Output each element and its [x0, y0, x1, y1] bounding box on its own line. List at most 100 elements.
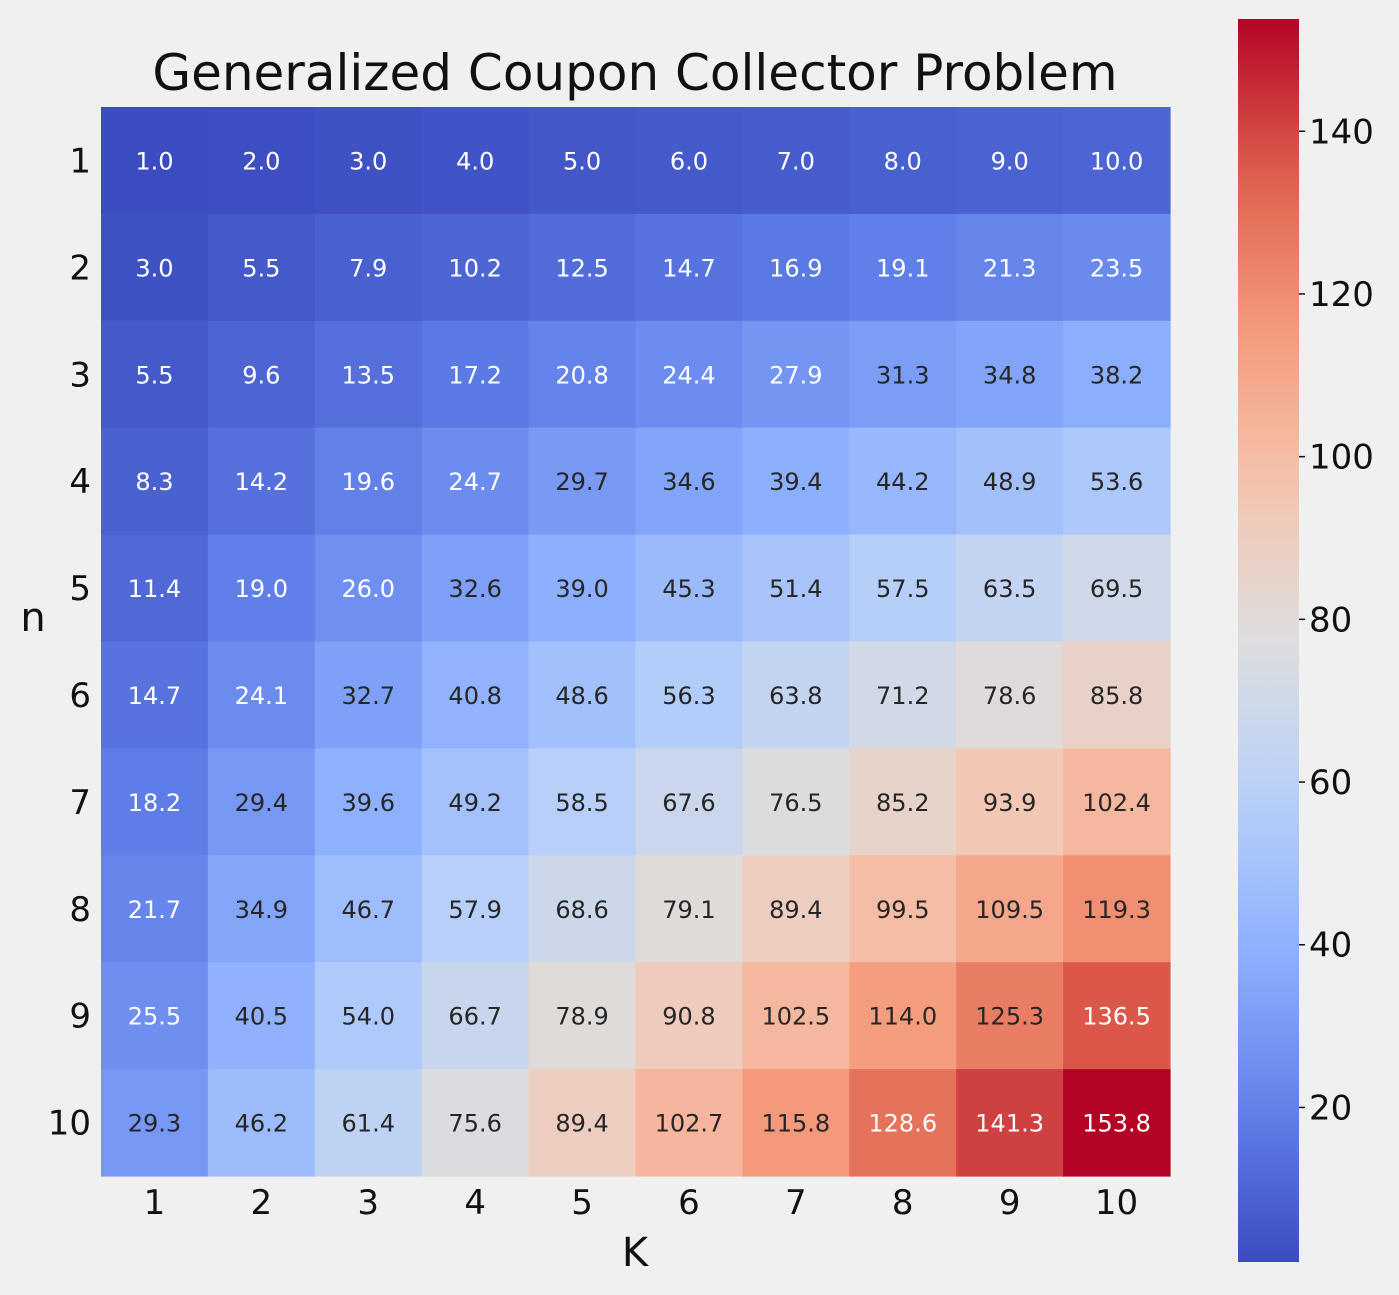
heatmap-cell-n5-k5	[528, 534, 637, 643]
cell-value-label: 115.8	[761, 1110, 830, 1138]
cell-value-label: 89.4	[769, 896, 822, 924]
heatmap-cell-n9-k7	[742, 962, 850, 1070]
heatmap-cell-n7-k10	[1063, 748, 1171, 856]
cell-value-label: 78.9	[555, 1003, 608, 1031]
heatmap-cell-n4-k10	[1063, 427, 1171, 536]
cell-value-label: 21.7	[128, 896, 181, 924]
heatmap-cell-n6-k7	[742, 641, 850, 749]
x-tick-label: 5	[571, 1183, 593, 1223]
heatmap-cell-n10-k3	[314, 1069, 423, 1177]
colorbar-tick-label: 140	[1309, 112, 1374, 152]
cell-value-label: 34.9	[235, 896, 288, 924]
heatmap-cell-n9-k10	[1063, 962, 1171, 1070]
heatmap-cell-n9-k8	[849, 962, 957, 1070]
heatmap-cells: 1.0 2.0 3.0 4.0 5.0 6.0 7.0 8.0 9.0 10.0 3.0 5.5 7.9…	[101, 107, 1171, 1177]
heatmap-cell-n8-k5	[528, 855, 637, 963]
cell-value-label: 46.7	[342, 896, 395, 924]
heatmap-cell-n4-k5	[528, 427, 637, 536]
heatmap-cell-n3-k8	[849, 320, 957, 429]
heatmap-cell-n8-k2	[207, 855, 316, 963]
heatmap-cell-n4-k9	[956, 427, 1064, 536]
cell-value-label: 25.5	[128, 1003, 181, 1031]
colorbar-tick-label: 80	[1309, 600, 1352, 640]
x-tick-label: 1	[144, 1183, 166, 1223]
chart-title: Generalized Coupon Collector Problem	[152, 44, 1117, 102]
cell-value-label: 9.6	[242, 361, 280, 389]
cell-value-label: 49.2	[448, 789, 501, 817]
heatmap-cell-n5-k8	[849, 534, 957, 643]
heatmap-cell-n1-k3	[314, 107, 423, 215]
heatmap-cell-n6-k9	[956, 641, 1064, 749]
heatmap-cell-n8-k1	[101, 855, 209, 963]
cell-value-label: 5.0	[563, 147, 601, 175]
y-tick-label: 1	[69, 141, 91, 181]
cell-value-label: 39.4	[769, 468, 822, 496]
heatmap-cell-n8-k4	[421, 855, 530, 963]
cell-value-label: 1.0	[135, 147, 173, 175]
cell-value-label: 27.9	[769, 361, 822, 389]
cell-value-label: 20.8	[555, 361, 608, 389]
heatmap-cell-n3-k4	[421, 320, 530, 429]
heatmap-cell-n7-k7	[742, 748, 850, 856]
cell-value-label: 85.2	[876, 789, 929, 817]
cell-value-label: 102.4	[1082, 789, 1151, 817]
heatmap-cell-n9-k1	[101, 962, 209, 1070]
y-tick-label: 4	[69, 462, 91, 502]
heatmap-cell-n5-k2	[207, 534, 316, 643]
cell-value-label: 14.2	[235, 468, 288, 496]
cell-value-label: 21.3	[983, 254, 1036, 282]
cell-value-label: 19.6	[342, 468, 395, 496]
cell-value-label: 58.5	[555, 789, 608, 817]
heatmap-cell-n5-k3	[314, 534, 423, 643]
heatmap-cell-n6-k6	[635, 641, 743, 749]
colorbar	[1238, 19, 1299, 1262]
cell-value-label: 99.5	[876, 896, 929, 924]
cell-value-label: 3.0	[349, 147, 387, 175]
heatmap-cell-n7-k8	[849, 748, 957, 856]
x-tick-label: 8	[892, 1183, 914, 1223]
heatmap-cell-n1-k1	[101, 107, 209, 215]
colorbar-tick-label: 20	[1309, 1088, 1352, 1128]
heatmap-cell-n8-k9	[956, 855, 1064, 963]
heatmap-cell-n3-k6	[635, 320, 743, 429]
heatmap-cell-n3-k2	[207, 320, 316, 429]
cell-value-label: 109.5	[975, 896, 1044, 924]
x-axis-ticks: 1 2 3 4 5 6 7 8 9 10	[144, 1183, 1139, 1223]
cell-value-label: 4.0	[456, 147, 494, 175]
cell-value-label: 16.9	[769, 254, 822, 282]
heatmap-cell-n1-k2	[207, 107, 316, 215]
heatmap-cell-n4-k3	[314, 427, 423, 536]
cell-value-label: 7.9	[349, 254, 387, 282]
heatmap-cell-n6-k5	[528, 641, 637, 749]
heatmap-cell-n8-k3	[314, 855, 423, 963]
heatmap-cell-n10-k9	[956, 1069, 1064, 1177]
heatmap-cell-n3-k5	[528, 320, 637, 429]
cell-value-label: 45.3	[662, 575, 715, 603]
cell-value-label: 153.8	[1082, 1110, 1151, 1138]
heatmap-cell-n8-k8	[849, 855, 957, 963]
heatmap-cell-n8-k10	[1063, 855, 1171, 963]
cell-value-label: 31.3	[876, 361, 929, 389]
cell-value-label: 68.6	[555, 896, 608, 924]
heatmap-cell-n7-k5	[528, 748, 637, 856]
cell-value-label: 40.5	[235, 1003, 288, 1031]
x-tick-label: 3	[357, 1183, 379, 1223]
heatmap-cell-n7-k1	[101, 748, 209, 856]
cell-value-label: 29.7	[555, 468, 608, 496]
cell-value-label: 32.6	[448, 575, 501, 603]
heatmap-cell-n9-k5	[528, 962, 637, 1070]
heatmap-cell-n2-k9	[956, 213, 1064, 322]
cell-value-label: 8.3	[135, 468, 173, 496]
cell-value-label: 63.8	[769, 682, 822, 710]
x-tick-label: 9	[999, 1183, 1021, 1223]
heatmap-cell-n6-k10	[1063, 641, 1171, 749]
cell-value-label: 48.9	[983, 468, 1036, 496]
cell-value-label: 26.0	[342, 575, 395, 603]
cell-value-label: 14.7	[662, 254, 715, 282]
heatmap-cell-n7-k4	[421, 748, 530, 856]
cell-value-label: 19.1	[876, 254, 929, 282]
heatmap-cell-n6-k1	[101, 641, 209, 749]
colorbar-tick-label: 60	[1309, 763, 1352, 803]
heatmap-cell-n3-k3	[314, 320, 423, 429]
heatmap-cell-n8-k6	[635, 855, 743, 963]
